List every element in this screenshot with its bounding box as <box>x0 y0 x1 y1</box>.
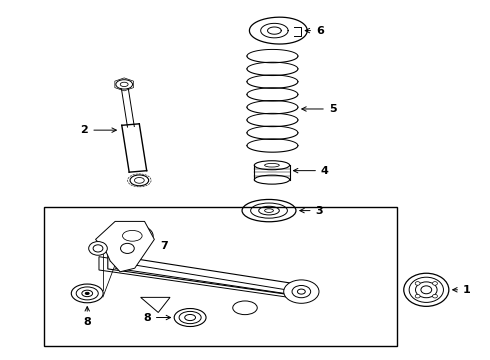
Ellipse shape <box>85 292 89 294</box>
Ellipse shape <box>130 175 148 186</box>
Polygon shape <box>141 297 170 312</box>
Polygon shape <box>249 17 307 44</box>
Text: 1: 1 <box>453 285 471 295</box>
Bar <box>44 207 397 346</box>
Text: 6: 6 <box>305 26 324 36</box>
Ellipse shape <box>433 282 438 285</box>
Text: 2: 2 <box>81 125 116 135</box>
Ellipse shape <box>433 294 438 298</box>
Ellipse shape <box>72 284 103 303</box>
Ellipse shape <box>174 309 206 327</box>
Text: 4: 4 <box>294 166 329 176</box>
Ellipse shape <box>284 280 319 303</box>
Ellipse shape <box>415 282 420 285</box>
Polygon shape <box>108 255 306 297</box>
Ellipse shape <box>415 294 420 298</box>
Polygon shape <box>99 257 299 299</box>
Ellipse shape <box>233 301 257 315</box>
Polygon shape <box>96 221 154 272</box>
Text: 8: 8 <box>83 307 91 327</box>
Text: 5: 5 <box>302 104 337 114</box>
Text: 3: 3 <box>300 206 323 216</box>
Ellipse shape <box>111 224 153 248</box>
Ellipse shape <box>89 242 107 255</box>
Text: 7: 7 <box>160 240 168 251</box>
Ellipse shape <box>116 80 132 89</box>
Text: 8: 8 <box>143 312 171 323</box>
Ellipse shape <box>404 273 449 306</box>
